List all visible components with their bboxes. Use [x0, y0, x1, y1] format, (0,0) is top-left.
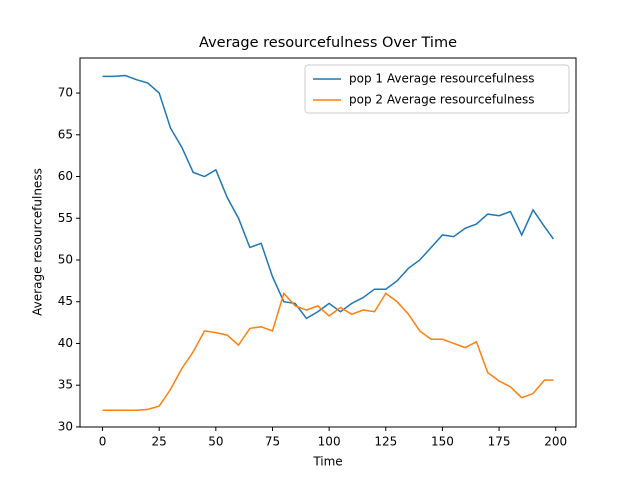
x-tick-label: 75: [265, 435, 280, 449]
y-tick-label: 50: [58, 252, 73, 266]
y-tick-label: 35: [58, 378, 73, 392]
y-tick-label: 40: [58, 336, 73, 350]
x-axis-label: Time: [312, 455, 342, 469]
x-tick-label: 125: [374, 435, 397, 449]
y-tick-label: 30: [58, 419, 73, 433]
x-tick-label: 100: [318, 435, 341, 449]
y-tick-label: 60: [58, 169, 73, 183]
x-tick-label: 175: [488, 435, 511, 449]
x-tick-label: 200: [544, 435, 567, 449]
x-tick-label: 25: [152, 435, 167, 449]
legend-label: pop 2 Average resourcefulness: [349, 93, 535, 107]
chart-title: Average resourcefulness Over Time: [199, 35, 457, 51]
y-tick-label: 65: [58, 127, 73, 141]
legend-box: [304, 64, 570, 114]
y-tick-label: 45: [58, 294, 73, 308]
x-tick-label: 150: [431, 435, 454, 449]
legend-label: pop 1 Average resourcefulness: [349, 72, 535, 86]
x-tick-label: 0: [99, 435, 107, 449]
y-tick-label: 70: [58, 86, 73, 100]
series-line: [102, 74, 555, 320]
x-tick-label: 50: [208, 435, 223, 449]
series-line: [102, 291, 554, 411]
y-tick-label: 55: [58, 211, 73, 225]
y-axis-label: Average resourcefulness: [31, 168, 45, 316]
plot-frame: [79, 57, 577, 428]
